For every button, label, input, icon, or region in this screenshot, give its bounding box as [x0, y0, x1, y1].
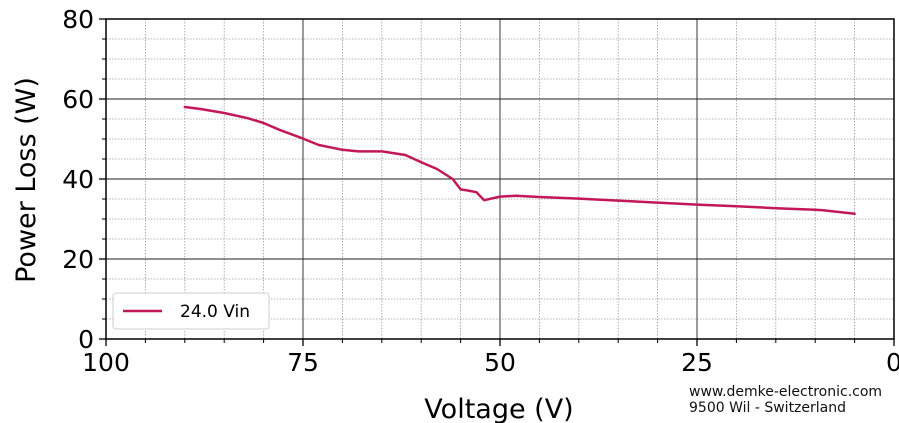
- series-line-0: [183, 105, 856, 216]
- legend-label-24vin: 24.0 Vin: [180, 302, 250, 322]
- watermark: www.demke-electronic.com 9500 Wil - Swit…: [689, 384, 882, 416]
- series-layer: [183, 105, 856, 216]
- tick-labels: 100 75 50 25 0 0 20 40 60 80: [62, 5, 899, 377]
- x-tick-label: 0: [886, 348, 899, 377]
- y-tick-label: 20: [62, 245, 94, 274]
- y-axis-label: Power Loss (W): [11, 77, 42, 283]
- x-tick-label: 100: [82, 348, 130, 377]
- x-tick-label: 50: [484, 348, 516, 377]
- y-tick-label: 40: [62, 165, 94, 194]
- x-axis-label: Voltage (V): [424, 394, 573, 423]
- legend: 24.0 Vin: [112, 292, 270, 330]
- y-tick-label: 80: [62, 5, 94, 34]
- y-tick-label: 0: [78, 325, 94, 354]
- x-tick-label: 75: [287, 348, 319, 377]
- legend-box: [112, 292, 270, 330]
- y-tick-label: 60: [62, 85, 94, 114]
- x-tick-label: 25: [681, 348, 713, 377]
- watermark-website: www.demke-electronic.com: [689, 384, 883, 400]
- axis-ticks: [99, 18, 895, 346]
- watermark-location: 9500 Wil - Switzerland: [689, 400, 847, 416]
